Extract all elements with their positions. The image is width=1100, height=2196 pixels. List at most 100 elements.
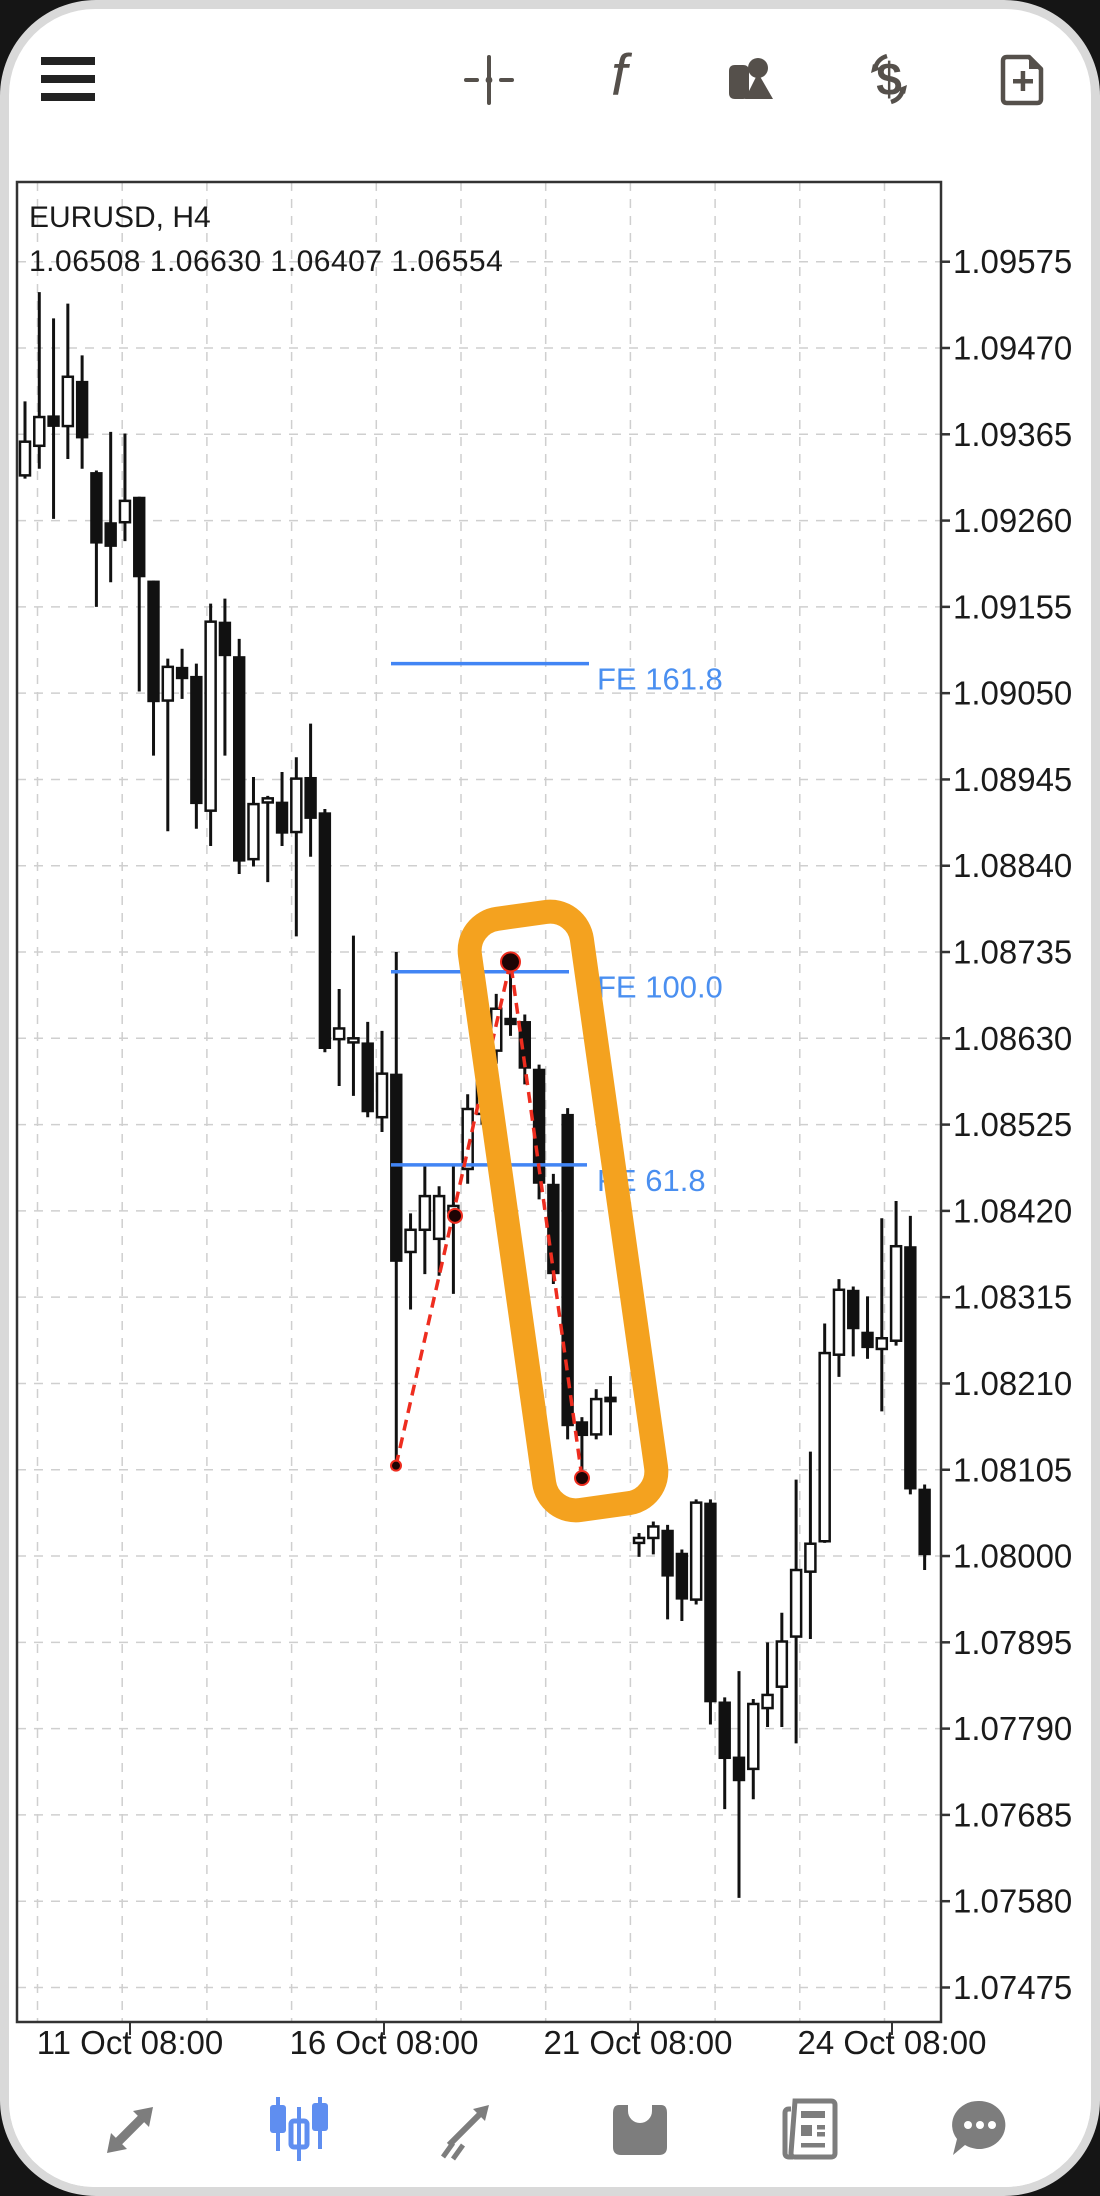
price-axis-label: 1.08105: [953, 1451, 1072, 1488]
fib-anchor-dot[interactable]: [390, 1459, 402, 1472]
candle: [332, 989, 346, 1086]
price-axis-label: 1.09155: [953, 588, 1072, 625]
candle: [75, 355, 89, 469]
candle: [832, 1279, 846, 1377]
candle: [318, 809, 332, 1053]
candle: [661, 1524, 674, 1620]
candle: [875, 1218, 889, 1412]
candlestick-chart-icon[interactable]: [267, 2095, 331, 2163]
price-axis-label: 1.08210: [953, 1365, 1072, 1402]
indicators-function-icon[interactable]: f: [594, 51, 644, 107]
candle: [689, 1499, 703, 1605]
candle: [118, 433, 132, 542]
candle: [561, 1108, 574, 1440]
fib-anchor-zigzag[interactable]: [390, 951, 590, 1486]
candle: [818, 1323, 831, 1543]
candle: [732, 1671, 746, 1898]
candle: [347, 935, 360, 1096]
candle: [247, 776, 260, 867]
candle: [218, 598, 232, 756]
app-screen: f $ FE 161.8 FE 100.0 FE 61.8 1.: [9, 9, 1091, 2187]
chat-bubble-icon[interactable]: [947, 2099, 1011, 2161]
candle: [190, 663, 203, 829]
time-axis-label: 11 Oct 08:00: [37, 2024, 224, 2061]
price-axis-label: 1.08945: [953, 761, 1072, 798]
candle: [789, 1479, 803, 1744]
double-arrow-icon[interactable]: [99, 2099, 161, 2161]
top-toolbar: f $: [9, 9, 1091, 139]
highlight-annotation-box[interactable]: [457, 899, 669, 1523]
candle: [204, 603, 217, 847]
price-axis-label: 1.07790: [953, 1710, 1072, 1747]
candle: [889, 1201, 903, 1346]
candle: [90, 470, 103, 607]
price-axis-label: 1.08525: [953, 1106, 1072, 1143]
crosshair-icon[interactable]: [464, 55, 514, 105]
price-axis-label: 1.08420: [953, 1192, 1072, 1229]
candle: [418, 1164, 432, 1275]
price-axis-label: 1.09575: [953, 243, 1072, 280]
candle: [104, 431, 117, 583]
candle: [47, 318, 60, 519]
candle: [704, 1499, 717, 1725]
new-order-icon[interactable]: [999, 53, 1047, 107]
candle: [361, 1021, 374, 1118]
chart-ohlc-values: 1.06508 1.06630 1.06407 1.06554: [29, 245, 504, 278]
candle: [304, 723, 317, 857]
fib-level-label: FE 100.0: [597, 970, 723, 1005]
candle: [675, 1549, 689, 1621]
price-axis-label: 1.08000: [953, 1538, 1072, 1575]
news-icon[interactable]: [779, 2097, 841, 2161]
candle: [290, 757, 303, 937]
price-axis-label: 1.07475: [953, 1969, 1072, 2006]
price-axis: 1.09575 1.09470 1.09365 1.09260 1.09155 1.090…: [941, 243, 1072, 2006]
candle: [575, 1417, 589, 1470]
price-axis-label: 1.08630: [953, 1020, 1072, 1057]
candle: [518, 1014, 531, 1085]
price-axis-label: 1.09365: [953, 416, 1072, 453]
fib-anchor-dot[interactable]: [574, 1469, 590, 1486]
price-axis-label: 1.07685: [953, 1796, 1072, 1833]
time-axis-label: 24 Oct 08:00: [798, 2024, 987, 2061]
candle: [918, 1484, 931, 1571]
fib-expansion[interactable]: FE 161.8FE 100.0FE 61.8: [391, 662, 723, 1198]
history-tray-icon[interactable]: [609, 2099, 671, 2161]
chart-symbol-timeframe: EURUSD, H4: [29, 201, 211, 234]
candle: [804, 1451, 817, 1640]
objects-icon[interactable]: [725, 55, 777, 105]
price-axis-label: 1.09470: [953, 330, 1072, 367]
candle: [589, 1389, 603, 1440]
candle: [233, 638, 246, 874]
price-axis-label: 1.09260: [953, 502, 1072, 539]
fib-level-label: FE 161.8: [597, 662, 723, 697]
trade-arrow-icon[interactable]: [437, 2099, 499, 2161]
candle: [461, 1094, 474, 1184]
price-chart[interactable]: FE 161.8FE 100.0FE 61.81.095751.094701.0…: [9, 9, 1091, 2187]
candle: [61, 303, 75, 459]
menu-icon[interactable]: [39, 55, 97, 105]
price-axis-label: 1.08315: [953, 1279, 1072, 1316]
candle: [33, 292, 46, 469]
time-axis-label: 16 Oct 08:00: [290, 2024, 479, 2061]
time-axis: 11 Oct 08:00 16 Oct 08:00 21 Oct 08:00 24 O…: [37, 2022, 987, 2061]
price-axis-label: 1.07580: [953, 1883, 1072, 1920]
currency-exchange-icon[interactable]: $: [861, 51, 917, 107]
candle: [718, 1697, 731, 1810]
bottom-navbar: [9, 2067, 1091, 2187]
candle: [747, 1699, 760, 1800]
candle: [404, 1213, 417, 1310]
candle: [275, 772, 289, 847]
candle: [432, 1186, 446, 1276]
fib-anchor-dot[interactable]: [500, 951, 521, 973]
plot-border: [15, 180, 943, 2024]
candle: [147, 580, 160, 756]
price-axis-label: 1.08840: [953, 847, 1072, 884]
price-axis-label: 1.09050: [953, 675, 1072, 712]
candle: [847, 1286, 860, 1357]
candle: [761, 1642, 774, 1727]
candles: [18, 292, 931, 1898]
time-axis-label: 21 Oct 08:00: [544, 2024, 733, 2061]
candle: [261, 795, 275, 883]
fib-anchor-dot[interactable]: [447, 1207, 463, 1224]
